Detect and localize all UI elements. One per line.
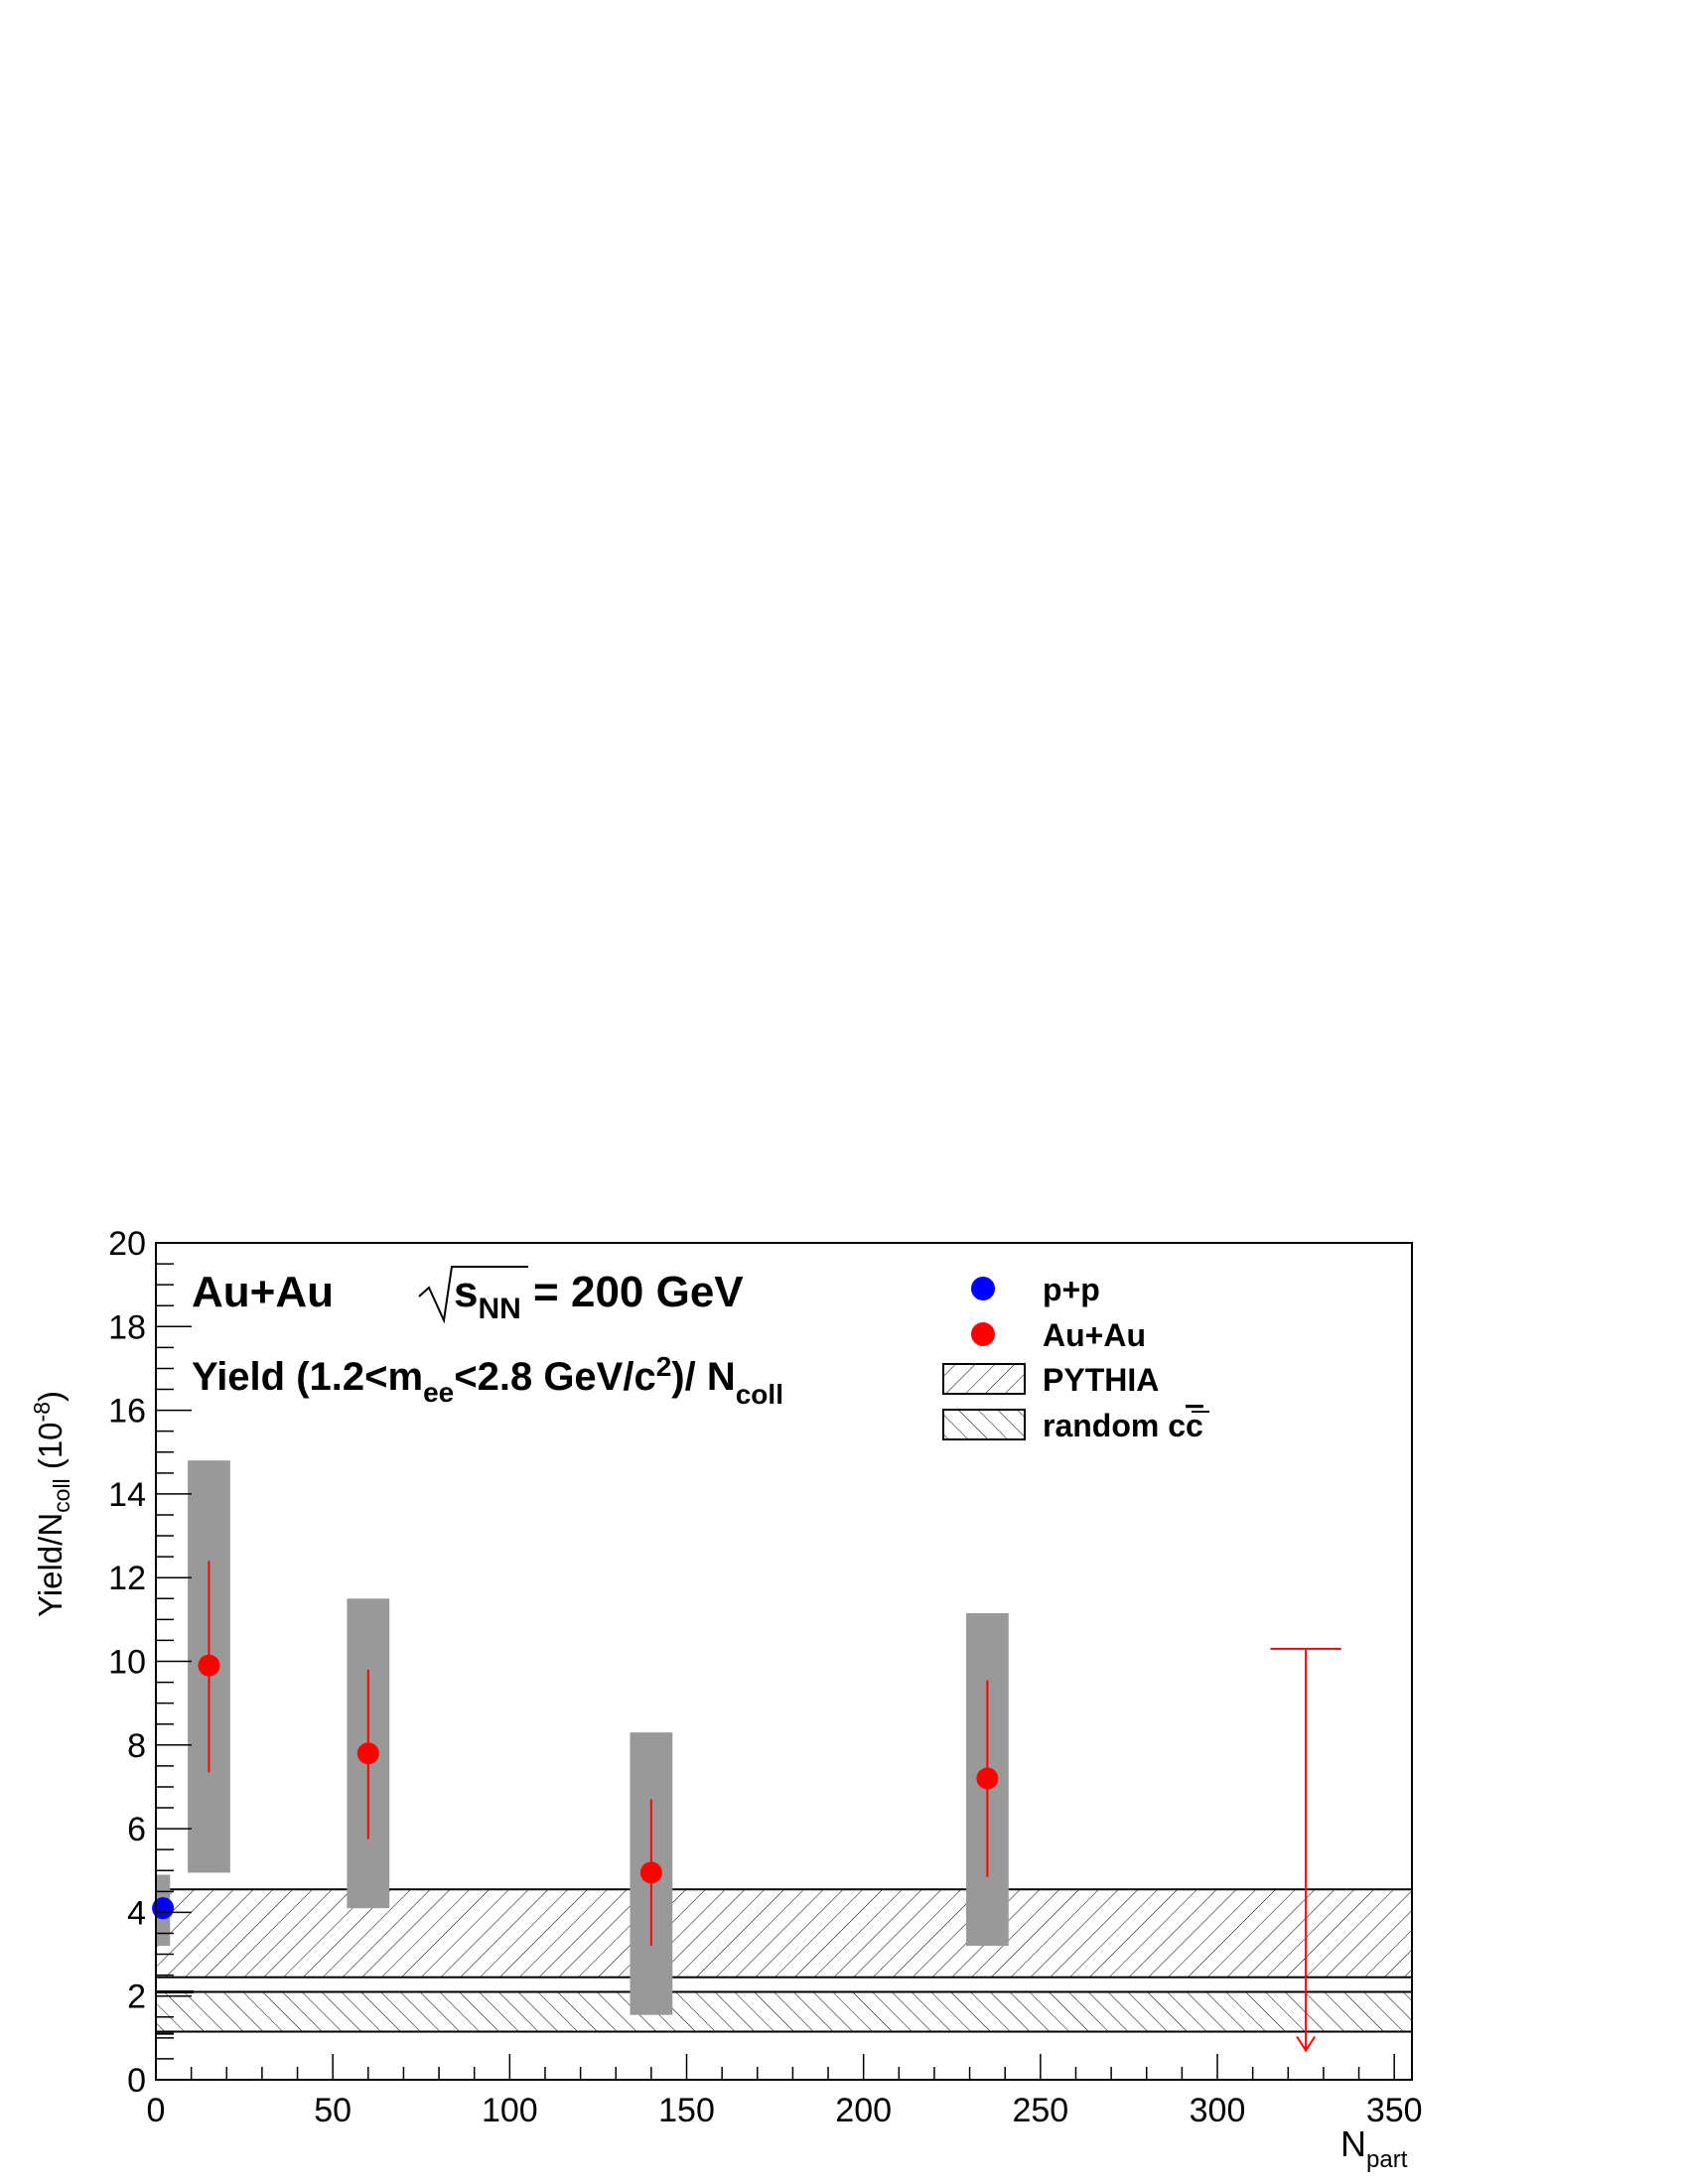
- x-tick-label: 250: [1012, 2092, 1068, 2129]
- y-tick-label: 2: [127, 1979, 146, 2016]
- band-random-cc: [155, 1990, 1413, 2033]
- model-bands: [155, 1888, 1413, 2033]
- x-axis-title: Npart: [1340, 2123, 1408, 2173]
- yield-sub1: ee: [423, 1377, 454, 1408]
- data-points: [152, 1561, 1341, 2053]
- y-axis-title-sub: coll: [49, 1478, 74, 1513]
- x-tick-label: 50: [314, 2092, 352, 2129]
- legend-random-swatch: [942, 1409, 1026, 1440]
- legend: p+p Au+Au PYTHIA random cc: [942, 1272, 1209, 1443]
- y-tick-label: 20: [108, 1225, 146, 1263]
- y-tick-label: 6: [127, 1811, 146, 1848]
- energy-value: = 200 GeV: [521, 1268, 744, 1316]
- y-tick-label: 8: [127, 1727, 146, 1765]
- y-tick-label: 0: [127, 2062, 146, 2100]
- x-tick-label: 300: [1190, 2092, 1246, 2129]
- pp-point-0: [152, 1897, 175, 1920]
- legend-pythia-label: PYTHIA: [1043, 1362, 1159, 1398]
- y-axis-title-open: (10: [32, 1422, 69, 1478]
- y-tick-label: 12: [108, 1560, 146, 1597]
- yield-a: Yield (1.2<m: [192, 1355, 423, 1399]
- y-tick-label: 18: [108, 1308, 146, 1346]
- energy-sub: NN: [478, 1293, 520, 1325]
- sqrt-symbol: [418, 1266, 528, 1324]
- x-axis-title-sub: part: [1366, 2146, 1408, 2173]
- x-tick-label: 100: [482, 2092, 538, 2129]
- axis-ticks: 0 50 100 150 200 250 300 350 0 2 4 6 8 10 12 14 16 18 20: [108, 1225, 1422, 2129]
- legend-pp-label: p+p: [1043, 1272, 1100, 1307]
- legend-auau-label: Au+Au: [1043, 1317, 1146, 1353]
- y-tick-label: 4: [127, 1894, 146, 1932]
- yield-sub2: coll: [736, 1379, 783, 1410]
- x-tick-label: 0: [147, 2092, 166, 2129]
- legend-random-text: random c: [1043, 1408, 1186, 1443]
- legend-random-label: random cc: [1043, 1408, 1203, 1443]
- x-axis-title-main: N: [1340, 2123, 1366, 2164]
- energy-s: s: [454, 1268, 478, 1316]
- systematic-boxes: [156, 1460, 1009, 2015]
- yield-c: )/ N: [671, 1355, 735, 1399]
- yield-label: Yield (1.2<mee<2.8 GeV/c2)/ Ncoll: [192, 1351, 783, 1410]
- system-label: Au+Au: [192, 1268, 334, 1316]
- auau-point-3: [976, 1767, 999, 1790]
- auau-point-1: [356, 1742, 379, 1765]
- auau-point-0: [198, 1654, 220, 1677]
- y-tick-label: 14: [108, 1476, 146, 1514]
- legend-auau-marker: [971, 1322, 995, 1346]
- y-axis-title: Yield/Ncoll (10-8): [29, 1391, 74, 1617]
- legend-random-cbar: c: [1186, 1408, 1203, 1443]
- upper-limit-arrow-head: [1296, 2035, 1316, 2053]
- energy-label: sNN = 200 GeV: [454, 1268, 744, 1325]
- yield-sup: 2: [656, 1351, 672, 1382]
- y-axis-title-main: Yield/N: [32, 1513, 69, 1617]
- yield-b: <2.8 GeV/c: [454, 1355, 655, 1399]
- x-tick-label: 150: [658, 2092, 715, 2129]
- y-axis-title-sup: -8: [29, 1402, 55, 1422]
- x-tick-label: 200: [835, 2092, 892, 2129]
- legend-pp-marker: [971, 1277, 995, 1300]
- y-tick-label: 10: [108, 1644, 146, 1682]
- auau-point-2: [639, 1861, 662, 1884]
- y-tick-label: 16: [108, 1393, 146, 1431]
- legend-pythia-swatch: [942, 1363, 1026, 1395]
- band-pythia: [155, 1888, 1413, 1979]
- x-tick-label: 350: [1366, 2092, 1423, 2129]
- y-axis-title-close: ): [32, 1391, 69, 1402]
